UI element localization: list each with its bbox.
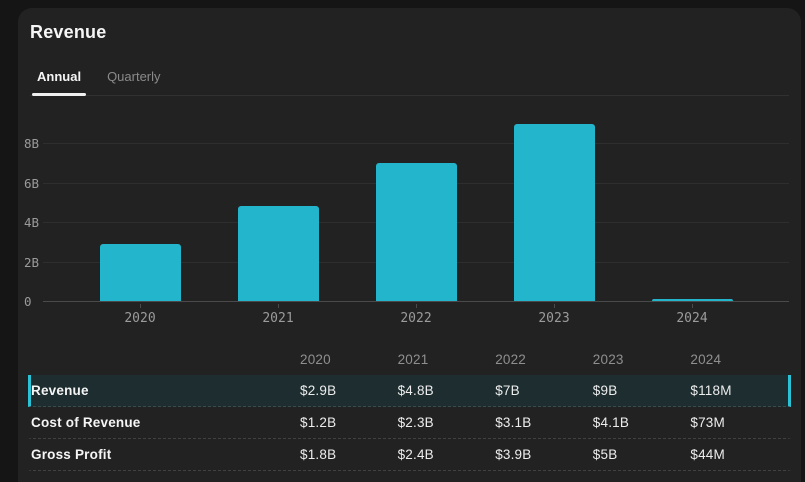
table-cell: $73M <box>690 415 725 430</box>
bar-2022[interactable] <box>375 163 457 301</box>
y-tick-label: 0 <box>24 294 32 309</box>
table-row[interactable]: Gross Profit %60%51%55%55%38% <box>28 471 791 482</box>
y-tick-label: 8B <box>24 136 40 152</box>
revenue-panel: Revenue Annual Quarterly 2020 2021 2022 202… <box>18 8 801 482</box>
period-tabbar: Annual Quarterly <box>30 63 789 96</box>
x-tick <box>139 304 141 308</box>
x-tick-label: 2021 <box>262 311 294 326</box>
y-tick-label: 2B <box>24 254 40 270</box>
x-tick <box>277 304 279 308</box>
table-cell: 55% <box>495 480 593 482</box>
table-cell: 51% <box>398 480 496 482</box>
table-cell: $5B <box>592 447 618 462</box>
table-cell: 55% <box>593 480 691 482</box>
table-header-row: 2020 2021 2022 2023 2024 <box>28 346 791 372</box>
table-cell: $3.1B <box>495 415 532 430</box>
gridline-8B <box>43 143 789 145</box>
column-header-2020: 2020 <box>300 351 331 367</box>
bar-2021[interactable] <box>237 206 319 301</box>
x-tick <box>553 304 555 308</box>
table-cell: $7B <box>495 383 520 398</box>
chart-bars <box>71 108 761 301</box>
page-title: Revenue <box>30 22 107 42</box>
table-cell: $4.8B <box>397 383 434 398</box>
table-cell: $1.2B <box>300 415 337 430</box>
revenue-bar-chart: 2020 2021 2022 2023 2024 0 2B 4B 6B 8B <box>24 108 789 330</box>
row-label: Revenue <box>31 383 89 398</box>
bar-2020[interactable] <box>99 243 181 301</box>
table-cell: 60% <box>300 480 398 482</box>
table-cell: $4.1B <box>592 415 630 430</box>
row-label: Gross Profit % <box>31 480 300 482</box>
row-label: Gross Profit <box>31 447 112 462</box>
x-tick-label: 2023 <box>538 311 570 326</box>
tab-annual[interactable]: Annual <box>32 63 87 96</box>
x-tick-label: 2022 <box>400 311 432 326</box>
column-header-2022: 2022 <box>495 351 527 367</box>
financials-table: 2020 2021 2022 2023 2024 Revenue $2.9B $4.8B $7… <box>28 346 791 482</box>
bar-2024[interactable] <box>651 298 733 301</box>
chart-x-axis: 2020 2021 2022 2023 2024 <box>71 304 761 330</box>
column-header-2021: 2021 <box>397 351 429 367</box>
x-tick-label: 2020 <box>124 311 156 326</box>
table-body: Revenue $2.9B $4.8B $7B $9B $118M Cost of Reve… <box>28 375 791 482</box>
tab-quarterly[interactable]: Quarterly <box>107 69 161 84</box>
table-cell: $44M <box>690 447 725 462</box>
column-header-2023: 2023 <box>592 351 624 367</box>
table-cell: $3.9B <box>495 447 532 462</box>
x-tick-label: 2024 <box>676 311 708 326</box>
table-row[interactable]: Gross Profit $1.8B $2.4B $3.9B $5B $44M <box>28 439 791 471</box>
table-cell: $2.9B <box>300 383 337 398</box>
table-row[interactable]: Cost of Revenue $1.2B $2.3B $3.1B $4.1B $73M <box>28 407 791 439</box>
chart-plot-area <box>43 108 789 302</box>
y-tick-label: 6B <box>24 175 40 191</box>
table-cell: $118M <box>690 383 732 398</box>
table-cell: 38% <box>690 480 788 482</box>
table-cell: $1.8B <box>300 447 337 462</box>
table-cell: $9B <box>592 383 618 398</box>
table-cell: $2.3B <box>397 415 434 430</box>
bar-2023[interactable] <box>513 123 595 301</box>
table-cell: $2.4B <box>397 447 434 462</box>
y-tick-label: 4B <box>24 215 40 231</box>
x-tick <box>691 304 693 308</box>
x-tick <box>415 304 417 308</box>
column-header-2024: 2024 <box>690 351 722 367</box>
table-row[interactable]: Revenue $2.9B $4.8B $7B $9B $118M <box>28 375 791 407</box>
row-label: Cost of Revenue <box>31 415 141 430</box>
gridline-0 <box>43 301 789 302</box>
